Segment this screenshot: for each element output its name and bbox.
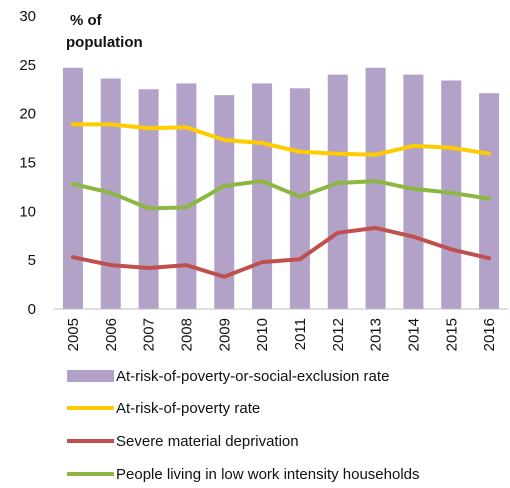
y-tick-label: 5 bbox=[28, 252, 36, 269]
x-tick-label: 2009 bbox=[216, 318, 233, 351]
y-axis-ticks: 0 5 10 15 20 25 30 bbox=[19, 8, 36, 318]
series-line bbox=[70, 122, 492, 157]
x-tick-label: 2013 bbox=[368, 318, 385, 351]
x-tick-label: 2015 bbox=[443, 318, 460, 351]
bar bbox=[365, 67, 386, 309]
unit-label-line1: % of bbox=[70, 12, 103, 29]
legend-label: At-risk-of-poverty rate bbox=[116, 400, 260, 417]
legend-label: People living in low work intensity hous… bbox=[116, 466, 420, 483]
y-tick-label: 10 bbox=[19, 203, 36, 220]
x-tick-label: 2016 bbox=[481, 318, 498, 351]
y-tick-label: 25 bbox=[19, 57, 36, 74]
x-tick-label: 2008 bbox=[178, 318, 195, 351]
y-tick-label: 15 bbox=[19, 155, 36, 172]
x-tick-label: 2012 bbox=[330, 318, 347, 351]
bar bbox=[403, 74, 424, 309]
x-tick-label: 2007 bbox=[141, 318, 158, 351]
x-axis-ticks: 2005 2006 2007 2008 2009 2010 2011 2012 2013 2014… bbox=[65, 318, 498, 351]
x-tick-label: 2011 bbox=[292, 318, 309, 350]
bar bbox=[327, 74, 348, 309]
bar bbox=[479, 93, 500, 309]
x-tick-label: 2005 bbox=[65, 318, 82, 351]
bar bbox=[62, 67, 83, 309]
series-line bbox=[70, 225, 492, 279]
line-series bbox=[70, 122, 492, 279]
y-tick-label: 30 bbox=[19, 8, 36, 25]
y-tick-label: 0 bbox=[28, 301, 36, 318]
y-tick-label: 20 bbox=[19, 106, 36, 123]
x-tick-label: 2010 bbox=[254, 318, 271, 351]
bar bbox=[138, 89, 159, 309]
bar bbox=[214, 95, 235, 309]
x-tick-label: 2014 bbox=[405, 318, 422, 351]
bar bbox=[252, 83, 273, 309]
unit-label-line2: population bbox=[66, 34, 143, 51]
legend-swatch bbox=[67, 370, 114, 382]
legend: At-risk-of-poverty-or-social-exclusion r… bbox=[67, 368, 420, 483]
series-line bbox=[70, 179, 492, 211]
legend-label: Severe material deprivation bbox=[116, 433, 299, 450]
legend-label: At-risk-of-poverty-or-social-exclusion r… bbox=[116, 368, 389, 385]
bar bbox=[176, 83, 197, 309]
x-tick-label: 2006 bbox=[103, 318, 120, 351]
